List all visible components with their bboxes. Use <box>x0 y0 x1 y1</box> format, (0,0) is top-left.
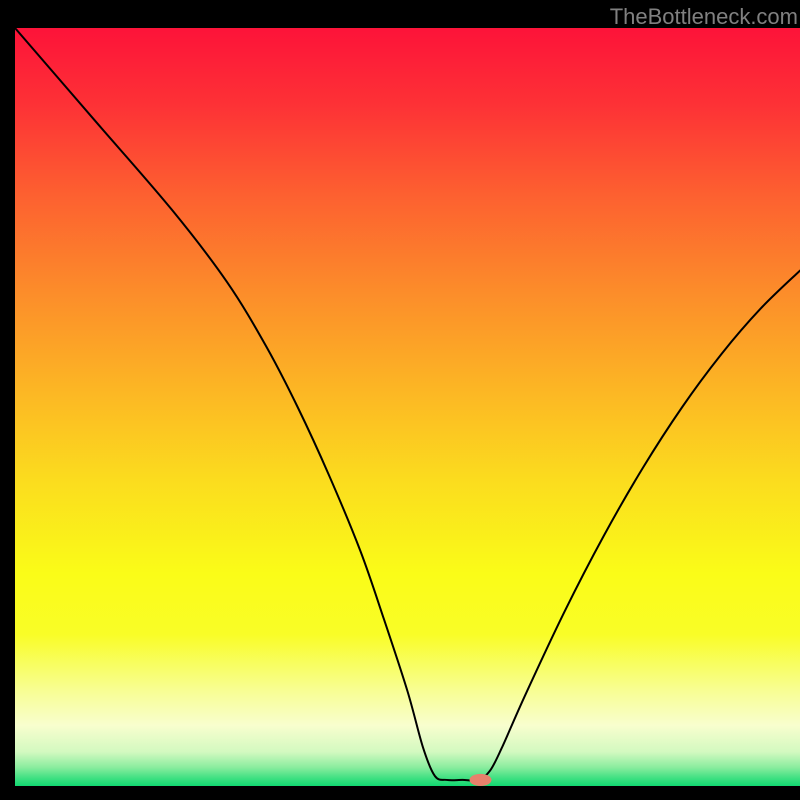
optimal-marker <box>470 774 492 786</box>
plot-area <box>15 28 800 786</box>
plot-svg <box>15 28 800 786</box>
watermark-text: TheBottleneck.com <box>610 4 798 30</box>
